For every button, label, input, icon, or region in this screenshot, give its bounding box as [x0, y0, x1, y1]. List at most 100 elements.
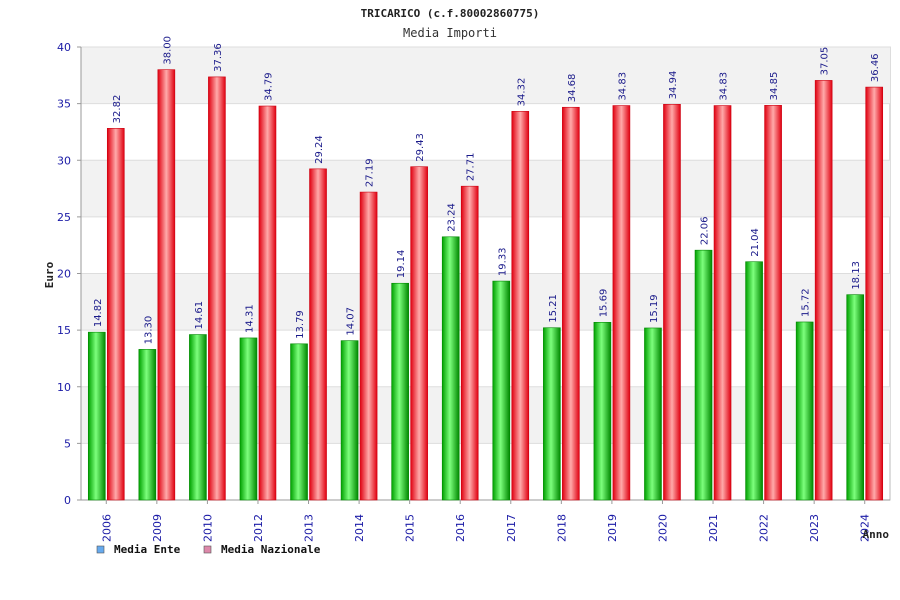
bar-media-nazionale — [612, 105, 631, 501]
data-labels: 14.82 32.82 13.30 38.00 14.61 37.36 14.31 34.79… — [93, 36, 881, 344]
data-label: 32.82 — [112, 95, 123, 124]
data-label: 27.71 — [466, 153, 477, 182]
bar-media-nazionale — [258, 105, 277, 501]
bar-media-ente — [239, 337, 258, 501]
chart-subtitle: Media Importi — [403, 26, 497, 40]
bar-media-nazionale — [309, 168, 327, 501]
data-label: 38.00 — [162, 36, 173, 65]
bar-media-ente — [644, 327, 662, 501]
data-label: 34.94 — [668, 71, 679, 100]
y-axis-label: Euro — [43, 261, 56, 288]
bar-media-ente — [189, 334, 207, 501]
legend-item-media-ente: Media Ente — [96, 543, 181, 556]
data-label: 15.69 — [598, 289, 609, 318]
x-tick-label: 2024 — [859, 514, 872, 542]
x-tick-label: 2009 — [151, 514, 164, 542]
legend-item-media-nazionale: Media Nazionale — [203, 543, 321, 556]
data-label: 15.72 — [801, 288, 812, 317]
legend-label: Media Ente — [114, 543, 181, 556]
bar-media-nazionale — [865, 86, 884, 501]
data-label: 36.46 — [870, 53, 881, 82]
y-tick-label: 15 — [57, 324, 71, 337]
bar-media-ente — [795, 321, 814, 501]
x-tick-label: 2014 — [353, 514, 366, 542]
x-tick-label: 2015 — [404, 514, 417, 542]
data-label: 37.05 — [820, 47, 831, 76]
y-tick-label: 35 — [57, 98, 71, 111]
x-tick-label: 2017 — [505, 514, 518, 542]
x-tick-label: 2022 — [758, 514, 771, 542]
x-tick-label: 2013 — [303, 514, 316, 542]
x-tick-label: 2018 — [555, 514, 568, 542]
x-tick-label: 2016 — [454, 514, 467, 542]
bar-media-nazionale — [410, 166, 428, 501]
data-label: 34.79 — [263, 72, 274, 101]
y-tick-label: 10 — [57, 381, 71, 394]
data-label: 34.83 — [719, 72, 730, 101]
y-tick-label: 30 — [57, 154, 71, 167]
x-tick-label: 2021 — [707, 514, 720, 542]
y-axis-ticks: 0 5 10 15 20 25 30 35 40 — [57, 41, 71, 507]
data-label: 14.61 — [194, 301, 205, 330]
legend-swatch — [203, 545, 212, 554]
bar-media-ente — [694, 249, 713, 501]
bar-media-ente — [745, 261, 763, 501]
data-label: 14.82 — [93, 299, 104, 328]
data-label: 29.24 — [314, 135, 325, 164]
data-label: 22.06 — [700, 217, 711, 246]
data-label: 19.33 — [497, 247, 508, 276]
bar-media-ente — [138, 349, 157, 501]
chart-title: TRICARICO (c.f.80002860775) — [361, 7, 540, 20]
legend: Media Ente Media Nazionale — [96, 543, 321, 556]
y-tick-label: 40 — [57, 41, 71, 54]
data-label: 29.43 — [415, 133, 426, 162]
x-axis-label: Anno — [863, 528, 890, 541]
x-tick-label: 2012 — [252, 514, 265, 542]
data-label: 19.14 — [396, 250, 407, 279]
y-tick-label: 20 — [57, 268, 71, 281]
data-label: 13.79 — [295, 310, 306, 339]
bar-media-nazionale — [814, 80, 833, 501]
x-tick-label: 2006 — [100, 514, 113, 542]
bar-media-ente — [593, 322, 612, 501]
bar-media-nazionale — [157, 69, 176, 501]
y-tick-label: 5 — [64, 437, 71, 450]
bar-media-ente — [846, 294, 865, 501]
bar-media-nazionale — [208, 76, 226, 501]
data-label: 14.31 — [244, 304, 255, 333]
bar-media-ente — [87, 331, 106, 501]
data-label: 34.85 — [769, 72, 780, 101]
legend-swatch — [96, 545, 105, 554]
bar-media-nazionale — [713, 105, 732, 501]
bar-media-nazionale — [562, 106, 580, 501]
data-label: 37.36 — [213, 43, 224, 72]
data-label: 14.07 — [346, 307, 357, 336]
bar-media-nazionale — [663, 104, 681, 501]
data-label: 34.68 — [567, 74, 578, 103]
y-tick-label: 25 — [57, 211, 71, 224]
x-tick-label: 2019 — [606, 514, 619, 542]
y-tick-label: 0 — [64, 494, 71, 507]
x-tick-label: 2010 — [201, 514, 214, 542]
data-label: 27.19 — [365, 158, 376, 187]
data-label: 18.13 — [851, 261, 862, 290]
bars — [87, 69, 884, 501]
bar-media-nazionale — [764, 105, 782, 501]
legend-label: Media Nazionale — [221, 543, 321, 556]
data-label: 15.19 — [649, 294, 660, 323]
data-label: 13.30 — [143, 316, 154, 345]
data-label: 21.04 — [750, 228, 761, 257]
bar-media-ente — [290, 343, 308, 501]
data-label: 15.21 — [548, 294, 559, 323]
bar-media-ente — [441, 236, 460, 501]
bar-media-ente — [340, 340, 359, 501]
bar-media-nazionale — [511, 111, 530, 501]
data-label: 23.24 — [447, 203, 458, 232]
bar-media-nazionale — [106, 128, 125, 501]
bar-media-ente — [391, 282, 409, 501]
data-label: 34.32 — [516, 78, 527, 107]
data-label: 34.83 — [617, 72, 628, 101]
x-axis-ticks: 2006 2009 2010 2012 2013 2014 2015 2016 2017 2018… — [100, 500, 872, 542]
bar-media-ente — [543, 327, 561, 501]
